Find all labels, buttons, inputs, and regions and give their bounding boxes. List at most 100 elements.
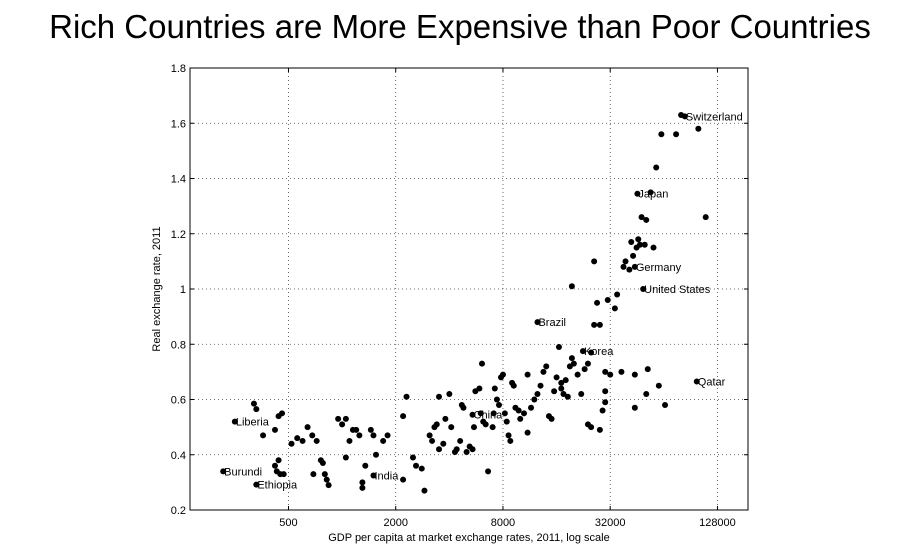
x-axis-label: GDP per capita at market exchange rates,… — [328, 532, 609, 544]
y-tick-label: 0.2 — [171, 505, 186, 517]
data-point — [607, 371, 614, 378]
data-point — [622, 258, 629, 265]
data-point — [626, 266, 633, 273]
data-point — [433, 421, 440, 428]
x-tick-label: 500 — [279, 517, 297, 529]
data-point — [560, 390, 567, 397]
data-point — [594, 299, 601, 306]
point-labels: Switzerland Japan Germany United States Braz… — [224, 111, 743, 491]
data-point — [562, 377, 569, 384]
data-point — [310, 471, 317, 478]
data-point — [489, 424, 496, 431]
data-point — [581, 366, 588, 373]
data-point — [537, 382, 544, 389]
data-point — [553, 374, 560, 381]
data-point — [469, 446, 476, 453]
point-label: Qatar — [698, 377, 726, 389]
data-point — [491, 385, 498, 392]
data-point — [655, 382, 662, 389]
data-point — [482, 421, 489, 428]
data-point — [372, 451, 379, 458]
data-point — [253, 406, 260, 413]
data-point — [635, 236, 642, 243]
y-tick-label: 1 — [180, 284, 186, 296]
data-point — [588, 424, 595, 431]
data-point — [453, 446, 460, 453]
y-tick-label: 0.8 — [171, 339, 186, 351]
data-point — [643, 216, 650, 223]
data-point — [540, 368, 547, 375]
data-point — [485, 468, 492, 475]
data-point — [403, 393, 410, 400]
labeled-data-point — [534, 319, 541, 326]
data-point — [596, 321, 603, 328]
data-point — [499, 371, 506, 378]
data-point — [551, 388, 558, 395]
data-point — [520, 410, 527, 417]
data-point — [515, 407, 522, 414]
data-point — [611, 305, 618, 312]
y-tick-label: 1.8 — [171, 63, 186, 75]
data-point — [321, 471, 328, 478]
data-points — [220, 111, 709, 494]
point-label: Japan — [638, 189, 668, 201]
data-point — [313, 437, 320, 444]
data-point — [614, 291, 621, 298]
data-point — [638, 214, 645, 221]
data-point — [346, 437, 353, 444]
data-point — [490, 410, 497, 417]
data-point — [400, 413, 407, 420]
data-point — [558, 379, 565, 386]
data-point — [418, 465, 425, 472]
data-point — [602, 368, 609, 375]
data-point — [564, 393, 571, 400]
data-point — [426, 432, 433, 439]
axis-ticks: 500 2000 8000 32000 128000 0.2 0.4 0.6 0.8 1 1.2 1.… — [171, 63, 748, 529]
data-point — [429, 437, 436, 444]
labeled-data-point — [631, 263, 638, 270]
point-label: Switzerland — [686, 111, 743, 123]
y-tick-label: 0.6 — [171, 395, 186, 407]
grid-lines — [190, 68, 748, 510]
labeled-data-point — [231, 418, 238, 425]
data-point — [644, 366, 651, 373]
data-point — [476, 385, 483, 392]
data-point — [555, 344, 562, 351]
labeled-data-point — [469, 411, 476, 418]
data-point — [658, 131, 665, 138]
x-tick-label: 8000 — [491, 517, 515, 529]
y-tick-label: 0.4 — [171, 450, 186, 462]
data-point — [339, 421, 346, 428]
x-tick-label: 2000 — [383, 517, 407, 529]
data-point — [507, 437, 514, 444]
data-point — [421, 487, 428, 494]
point-label: Ethiopia — [257, 480, 298, 492]
data-point — [299, 437, 306, 444]
data-point — [641, 241, 648, 248]
data-point — [628, 239, 635, 246]
data-point — [436, 446, 443, 453]
data-point — [673, 131, 680, 138]
data-point — [380, 437, 387, 444]
data-point — [275, 457, 282, 464]
data-point — [460, 404, 467, 411]
data-point — [271, 462, 278, 469]
data-point — [457, 437, 464, 444]
slide-title: Rich Countries are More Expensive than P… — [49, 8, 871, 45]
data-point — [702, 214, 709, 221]
labeled-data-point — [370, 472, 377, 479]
data-point — [325, 482, 332, 489]
data-point — [294, 435, 301, 442]
data-point — [531, 396, 538, 403]
data-point — [436, 393, 443, 400]
data-point — [442, 415, 449, 422]
data-point — [578, 390, 585, 397]
data-point — [602, 388, 609, 395]
data-point — [636, 241, 643, 248]
data-point — [335, 415, 342, 422]
data-point — [446, 390, 453, 397]
data-point — [599, 407, 606, 414]
data-point — [493, 396, 500, 403]
point-label: Liberia — [236, 417, 270, 429]
